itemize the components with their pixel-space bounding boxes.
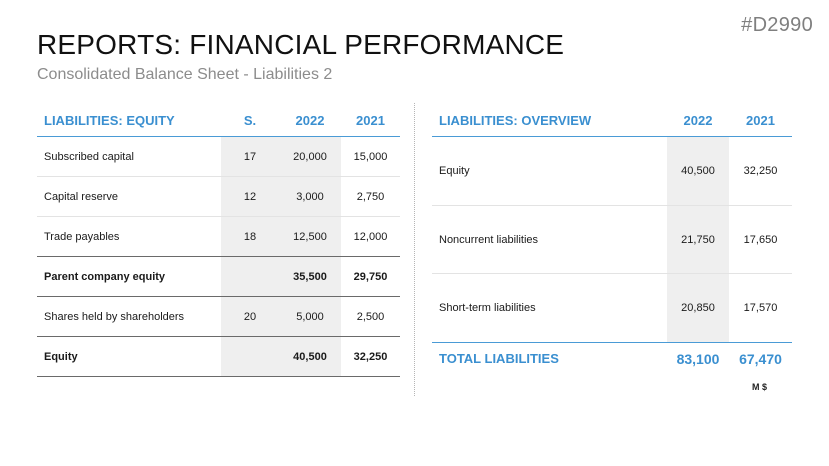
row-s: 18	[221, 217, 279, 256]
row-s: 12	[221, 177, 279, 216]
slide-code: #D2990	[741, 14, 813, 36]
equity-table: LIABILITIES: EQUITY S. 2022 2021 Subscri…	[37, 104, 400, 377]
row-year-2: 15,000	[353, 150, 388, 163]
overview-table-header: LIABILITIES: OVERVIEW 2022 2021	[432, 104, 792, 137]
row-s	[221, 337, 279, 376]
row-label: Noncurrent liabilities	[439, 233, 539, 246]
row-s: 20	[221, 297, 279, 336]
row-label: Subscribed capital	[44, 150, 134, 163]
row-year-2: 12,000	[353, 230, 388, 243]
total-label: TOTAL LIABILITIES	[439, 351, 559, 367]
row-year-1: 20,000	[279, 137, 341, 176]
page-title: REPORTS: FINANCIAL PERFORMANCE	[37, 29, 565, 60]
table-row: Subscribed capital 17 20,000 15,000	[37, 137, 400, 177]
row-year-1: 40,500	[667, 137, 729, 205]
row-label: Trade payables	[44, 230, 120, 243]
row-year-2: 2,500	[356, 310, 385, 323]
row-s: 17	[221, 137, 279, 176]
column-divider	[414, 103, 415, 396]
unit-label: M $	[752, 382, 768, 392]
row-label: Parent company equity	[44, 270, 166, 283]
equity-table-header: LIABILITIES: EQUITY S. 2022 2021	[37, 104, 400, 137]
row-year-1: 5,000	[279, 297, 341, 336]
overview-table: LIABILITIES: OVERVIEW 2022 2021 Equity 4…	[432, 104, 792, 374]
header-s: S.	[243, 112, 257, 128]
table-row: Capital reserve 12 3,000 2,750	[37, 177, 400, 217]
row-label: Shares held by shareholders	[44, 310, 185, 323]
row-year-2: 17,570	[743, 302, 778, 315]
row-label: Equity	[439, 164, 470, 177]
table-row: Short-term liabilities 20,850 17,570	[432, 274, 792, 344]
row-label: Short-term liabilities	[439, 302, 536, 315]
row-year-1: 35,500	[279, 257, 341, 296]
table-row: Noncurrent liabilities 21,750 17,650	[432, 205, 792, 275]
row-year-1: 20,850	[667, 274, 729, 343]
header-year-1: 2022	[683, 112, 713, 128]
page-subtitle: Consolidated Balance Sheet - Liabilities…	[37, 66, 333, 83]
header-year-1: 2022	[295, 112, 325, 128]
row-year-2: 17,650	[743, 233, 778, 246]
row-year-1: 21,750	[667, 205, 729, 274]
row-year-1: 3,000	[279, 177, 341, 216]
table-row: Trade payables 18 12,500 12,000	[37, 217, 400, 257]
total-row: TOTAL LIABILITIES 83,100 67,470	[432, 343, 792, 374]
total-year-1: 83,100	[676, 350, 720, 367]
header-label: LIABILITIES: EQUITY	[44, 112, 175, 128]
header-label: LIABILITIES: OVERVIEW	[439, 112, 592, 128]
header-year-2: 2021	[746, 112, 775, 128]
row-year-2: 32,250	[353, 350, 388, 363]
table-row-subtotal: Parent company equity 35,500 29,750	[37, 257, 400, 297]
table-row-total: Equity 40,500 32,250	[37, 337, 400, 377]
row-year-1: 12,500	[279, 217, 341, 256]
row-year-1: 40,500	[279, 337, 341, 376]
row-year-2: 32,250	[743, 164, 778, 177]
row-label: Capital reserve	[44, 190, 118, 203]
total-year-2: 67,470	[739, 350, 782, 367]
row-year-2: 2,750	[356, 190, 385, 203]
header-year-2: 2021	[356, 112, 385, 128]
row-s	[221, 257, 279, 296]
row-label: Equity	[44, 350, 78, 363]
table-row: Shares held by shareholders 20 5,000 2,5…	[37, 297, 400, 337]
table-row: Equity 40,500 32,250	[432, 137, 792, 206]
row-year-2: 29,750	[353, 270, 388, 283]
